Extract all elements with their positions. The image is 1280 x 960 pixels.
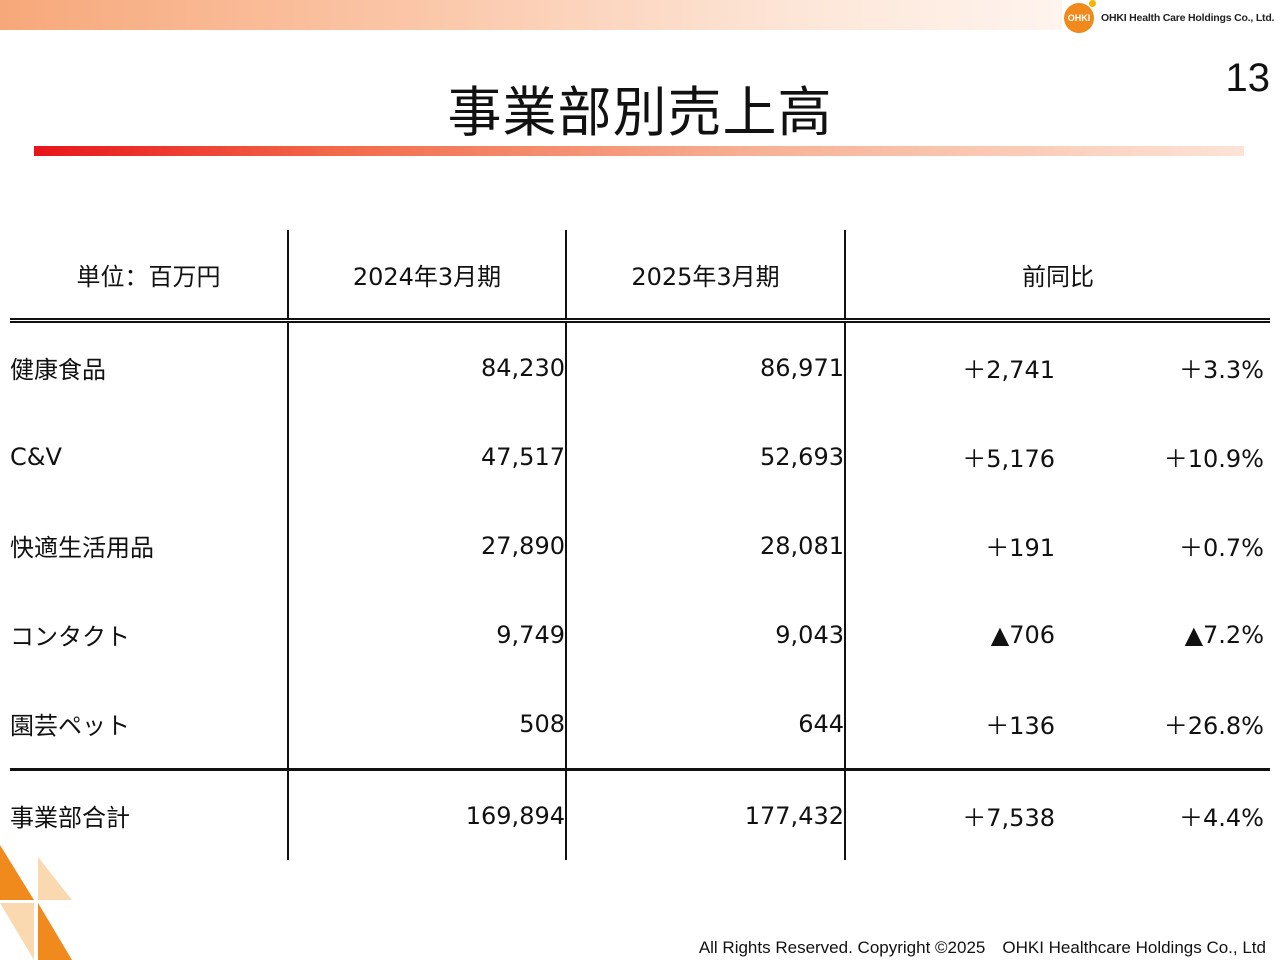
diff-value: ＋2,741 — [962, 356, 1055, 384]
title-underline-bar — [34, 146, 1244, 156]
fy2024-value: 508 — [288, 679, 567, 770]
row-label: 快適生活用品 — [10, 501, 289, 590]
fy2025-value: 9,043 — [566, 590, 846, 679]
pct-value: ＋26.8% — [1163, 712, 1264, 740]
pct-value: ＋10.9% — [1163, 445, 1264, 473]
copyright-footer: All Rights Reserved. Copyright ©2025 OHK… — [698, 938, 1266, 957]
total-fy2025-value: 177,432 — [566, 768, 846, 860]
fy2024-value: 9,749 — [288, 590, 567, 679]
company-logo: OHKI OHKI Health Care Holdings Co., Ltd. — [1064, 0, 1280, 34]
total-fy2024-value: 169,894 — [288, 768, 567, 860]
table-row: C&V 47,517 52,693 ＋5,176 ＋10.9% — [10, 412, 1270, 501]
pct-value: ＋0.7% — [1179, 534, 1264, 562]
fy2024-value: 84,230 — [288, 320, 567, 412]
diff-value: ▲706 — [990, 620, 1055, 649]
row-label: コンタクト — [10, 590, 289, 679]
total-pct-value: ＋4.4% — [1055, 768, 1270, 860]
page-title: 事業部別売上高 — [447, 81, 833, 144]
diff-value: ＋191 — [985, 534, 1055, 562]
total-label: 事業部合計 — [10, 768, 289, 860]
pct-value: ＋3.3% — [1179, 356, 1264, 384]
top-gradient-band — [0, 0, 1062, 30]
row-label: 園芸ペット — [10, 679, 289, 770]
page-number: 13 — [1225, 56, 1271, 100]
company-name: OHKI Health Care Holdings Co., Ltd. — [1101, 12, 1275, 24]
row-label: C&V — [10, 412, 289, 501]
corner-decoration — [0, 845, 72, 960]
table-header-row: 単位：百万円 2024年3月期 2025年3月期 前同比 — [10, 230, 1270, 323]
diff-value: ＋136 — [985, 712, 1055, 740]
table-row: コンタクト 9,749 9,043 ▲706 ▲7.2% — [10, 590, 1270, 679]
row-label: 健康食品 — [10, 320, 289, 412]
fy2025-value: 28,081 — [566, 501, 846, 590]
fy2024-value: 47,517 — [288, 412, 567, 501]
fy2024-header: 2024年3月期 — [288, 230, 567, 323]
total-diff-value: ＋7,538 — [845, 768, 1055, 860]
diff-value: ＋5,176 — [962, 445, 1055, 473]
yoy-header: 前同比 — [845, 230, 1270, 323]
table-row: 健康食品 84,230 86,971 ＋2,741 ＋3.3% — [10, 320, 1270, 412]
total-row: 事業部合計 169,894 177,432 ＋7,538 ＋4.4% — [10, 768, 1270, 860]
fy2025-value: 52,693 — [566, 412, 846, 501]
fy2025-value: 86,971 — [566, 320, 846, 412]
fy2025-value: 644 — [566, 679, 846, 770]
unit-header: 単位：百万円 — [10, 230, 289, 323]
table-row: 園芸ペット 508 644 ＋136 ＋26.8% — [10, 679, 1270, 770]
sales-by-division-table: 単位：百万円 2024年3月期 2025年3月期 前同比 健康食品 84,230… — [10, 230, 1270, 860]
fy2024-value: 27,890 — [288, 501, 567, 590]
table-row: 快適生活用品 27,890 28,081 ＋191 ＋0.7% — [10, 501, 1270, 590]
fy2025-header: 2025年3月期 — [566, 230, 846, 323]
pct-value: ▲7.2% — [1184, 620, 1264, 649]
logo-mark-icon: OHKI — [1064, 0, 1096, 33]
